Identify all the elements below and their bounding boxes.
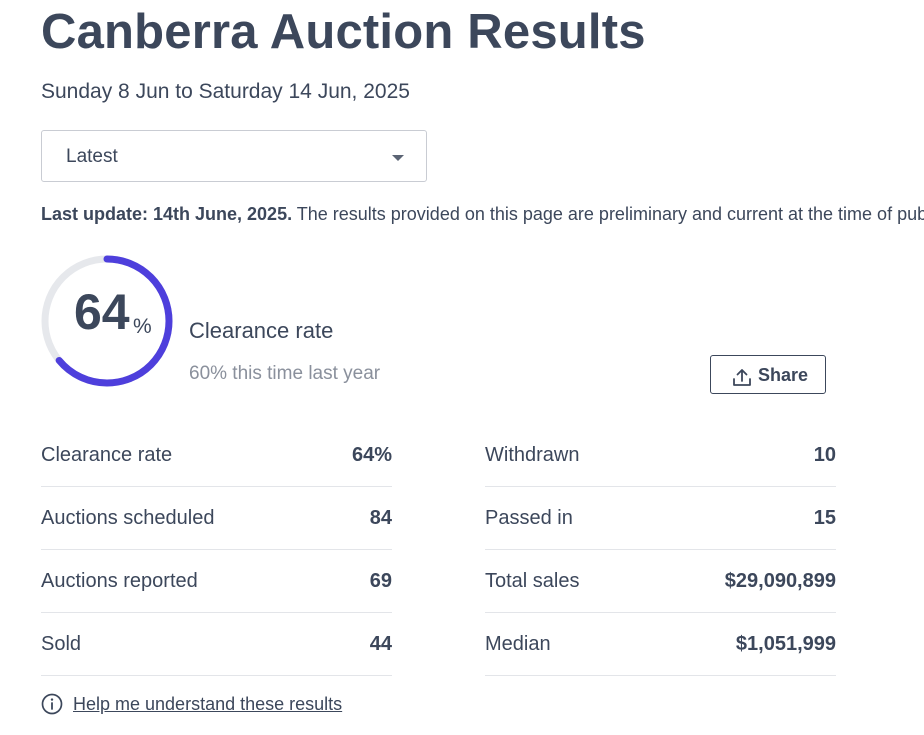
stat-row-total-sales: Total sales $29,090,899 (485, 550, 836, 613)
stat-value: $1,051,999 (735, 633, 836, 655)
page-title: Canberra Auction Results (41, 5, 646, 59)
clearance-rate-comparison: 60% this time last year (189, 363, 381, 384)
stat-row-auctions-scheduled: Auctions scheduled 84 (41, 487, 392, 550)
stat-row-auctions-reported: Auctions reported 69 (41, 550, 392, 613)
stat-label: Auctions reported (41, 570, 198, 592)
stat-value: 64% (351, 444, 392, 466)
update-notice-date: Last update: 14th June, 2025. (41, 204, 293, 224)
info-icon (41, 693, 63, 715)
stat-row-median: Median $1,051,999 (485, 613, 836, 676)
clearance-gauge (41, 255, 173, 387)
share-button[interactable]: Share (710, 355, 826, 394)
stats-right-column: Withdrawn 10 Passed in 15 Total sales $2… (485, 424, 836, 676)
clearance-rate-label: Clearance rate (189, 318, 334, 343)
stat-label: Passed in (485, 507, 573, 529)
stat-value: 44 (369, 633, 392, 655)
stat-value: $29,090,899 (724, 570, 836, 592)
stat-value: 69 (369, 570, 392, 592)
update-notice-text: The results provided on this page are pr… (292, 204, 924, 224)
clearance-rate-value: 64 (74, 284, 130, 340)
stat-row-clearance-rate: Clearance rate 64% (41, 424, 392, 487)
stat-value: 15 (813, 507, 836, 529)
stat-label: Clearance rate (41, 444, 173, 466)
period-select-value: Latest (66, 146, 118, 167)
stat-row-sold: Sold 44 (41, 613, 392, 676)
stat-label: Sold (41, 633, 82, 655)
chevron-down-icon (392, 155, 404, 161)
stat-value: 10 (813, 444, 836, 466)
stat-label: Auctions scheduled (41, 507, 215, 529)
stat-row-passed-in: Passed in 15 (485, 487, 836, 550)
help-link[interactable]: Help me understand these results (73, 694, 343, 714)
clearance-rate-unit: % (133, 315, 152, 338)
period-select[interactable]: Latest (41, 130, 427, 182)
stat-label: Median (485, 633, 551, 655)
date-range: Sunday 8 Jun to Saturday 14 Jun, 2025 (41, 80, 410, 103)
stats-left-column: Clearance rate 64% Auctions scheduled 84… (41, 424, 392, 676)
clearance-gauge-fill (41, 255, 173, 387)
stat-label: Total sales (485, 570, 580, 592)
stat-row-withdrawn: Withdrawn 10 (485, 424, 836, 487)
update-notice: Last update: 14th June, 2025. The result… (41, 204, 924, 225)
stat-label: Withdrawn (485, 444, 580, 466)
share-upload-icon (733, 369, 751, 386)
share-button-label: Share (758, 365, 809, 385)
stat-value: 84 (369, 507, 392, 529)
